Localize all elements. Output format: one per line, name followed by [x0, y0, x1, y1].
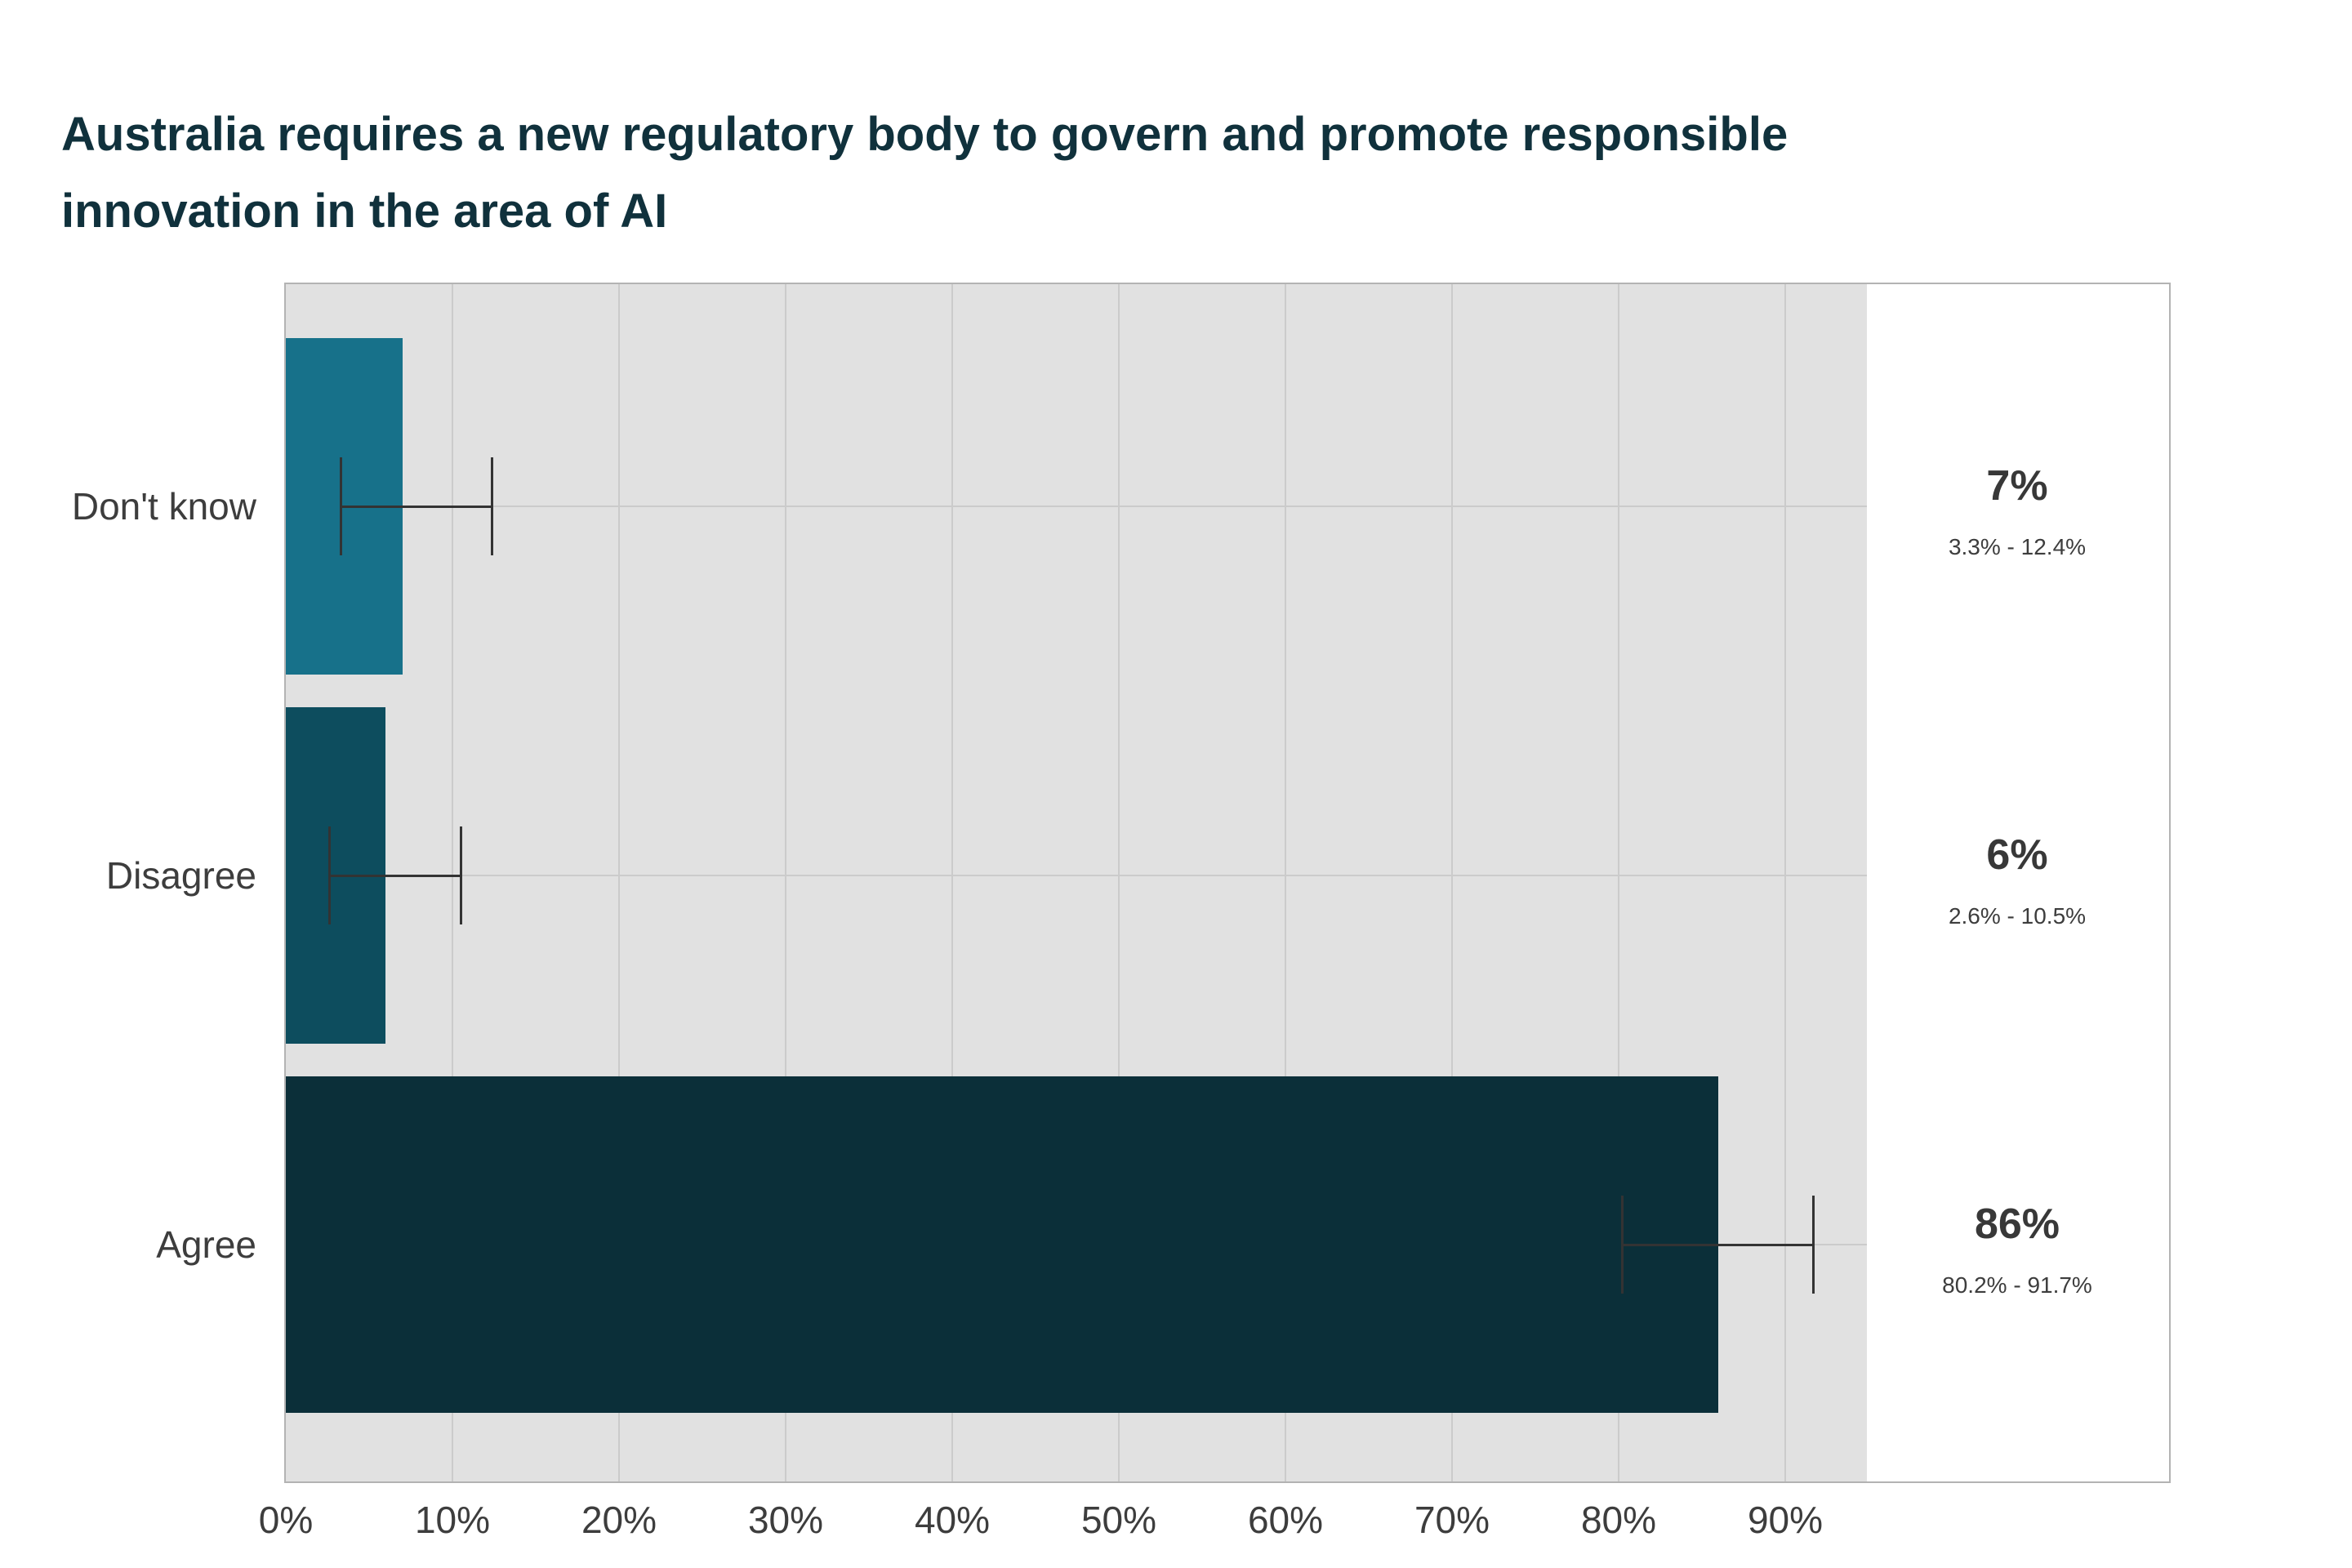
error-bar-whisker-high-0: [491, 457, 494, 555]
horizontal-gridline-1: [286, 875, 1867, 876]
x-tick-label-30: 30%: [747, 1499, 824, 1541]
category-label-dont-know: Don't know: [71, 485, 256, 528]
value-label-disagree: 6%: [1986, 831, 2048, 879]
ci-label-disagree: 2.6% - 10.5%: [1948, 903, 2087, 929]
value-label-dont-know: 7%: [1986, 462, 2048, 510]
chart-title: Australia requires a new regulatory body…: [61, 108, 1788, 238]
vertical-gridline-50: [1118, 284, 1120, 1481]
x-tick-label-50: 50%: [1080, 1499, 1157, 1541]
ci-label-agree: 80.2% - 91.7%: [1942, 1272, 2092, 1298]
x-tick-label-70: 70%: [1414, 1499, 1490, 1541]
error-bar-whisker-low-2: [1620, 1196, 1624, 1294]
vertical-gridline-40: [951, 284, 953, 1481]
error-bar-line-2: [1622, 1243, 1814, 1246]
x-tick-label-10: 10%: [414, 1499, 491, 1541]
category-label-disagree: Disagree: [105, 854, 256, 897]
x-tick-label-0: 0%: [258, 1499, 314, 1541]
horizontal-gridline-0: [286, 506, 1867, 507]
error-bar-line-1: [329, 874, 461, 877]
ci-label-dont-know: 3.3% - 12.4%: [1948, 534, 2087, 559]
x-tick-label-20: 20%: [581, 1499, 657, 1541]
x-tick-label-60: 60%: [1247, 1499, 1324, 1541]
value-label-agree: 86%: [1974, 1200, 2060, 1248]
x-tick-label-40: 40%: [914, 1499, 991, 1541]
x-tick-label-80: 80%: [1580, 1499, 1657, 1541]
error-bar-whisker-low-1: [327, 826, 331, 924]
x-tick-label-90: 90%: [1747, 1499, 1824, 1541]
error-bar-whisker-high-2: [1812, 1196, 1815, 1294]
error-bar-line-0: [341, 505, 492, 508]
error-bar-whisker-high-1: [459, 826, 462, 924]
error-bar-whisker-low-0: [339, 457, 342, 555]
vertical-gridline-60: [1285, 284, 1286, 1481]
vertical-gridline-80: [1618, 284, 1619, 1481]
vertical-gridline-70: [1451, 284, 1453, 1481]
vertical-gridline-90: [1784, 284, 1786, 1481]
vertical-gridline-10: [452, 284, 453, 1481]
vertical-gridline-30: [785, 284, 786, 1481]
bar-agree: [286, 1076, 1719, 1413]
category-label-agree: Agree: [156, 1223, 256, 1266]
vertical-gridline-20: [618, 284, 620, 1481]
